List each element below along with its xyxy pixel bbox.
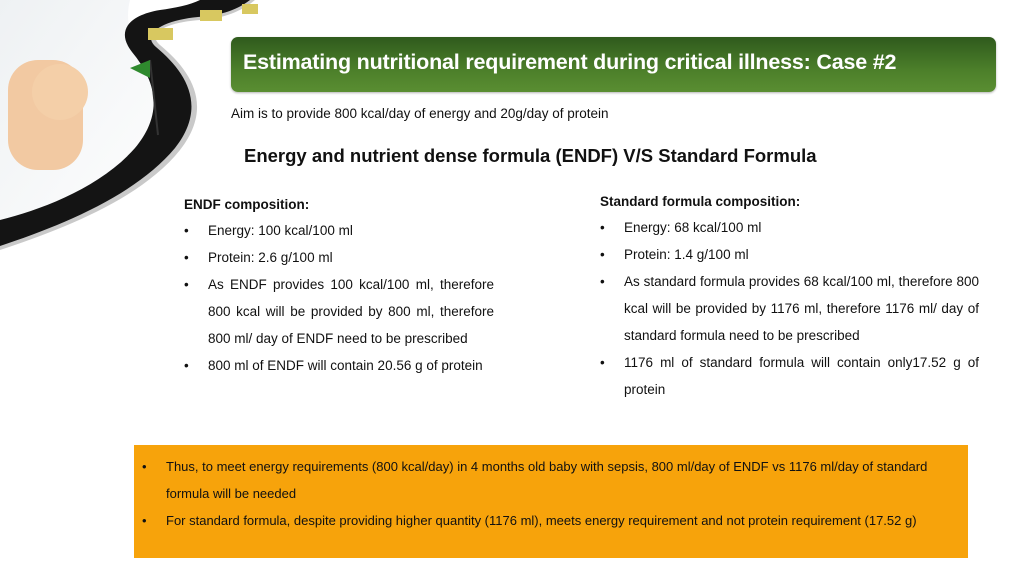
list-item: 1176 ml of standard formula will contain… [600,349,979,403]
list-item: Protein: 1.4 g/100 ml [600,241,979,268]
standard-heading: Standard formula composition: [600,194,801,209]
summary-list: Thus, to meet energy requirements (800 k… [134,445,968,534]
comparison-subtitle: Energy and nutrient dense formula (ENDF)… [244,145,817,166]
list-item: As ENDF provides 100 kcal/100 ml, theref… [184,271,494,352]
summary-box: Thus, to meet energy requirements (800 k… [134,445,968,558]
list-item: Energy: 100 kcal/100 ml [184,217,494,244]
list-item: Thus, to meet energy requirements (800 k… [142,453,958,507]
title-banner: Estimating nutritional requirement durin… [231,37,996,92]
endf-composition-section: ENDF composition: Energy: 100 kcal/100 m… [184,192,494,379]
list-item: Protein: 2.6 g/100 ml [184,244,494,271]
list-item: As standard formula provides 68 kcal/100… [600,268,979,349]
endf-heading: ENDF composition: [184,197,310,212]
standard-list: Energy: 68 kcal/100 ml Protein: 1.4 g/10… [600,214,979,403]
standard-composition-section: Standard formula composition: Energy: 68… [600,189,979,403]
list-item: For standard formula, despite providing … [142,507,958,534]
list-item: 800 ml of ENDF will contain 20.56 g of p… [184,352,494,379]
aim-statement: Aim is to provide 800 kcal/day of energy… [231,106,609,121]
road-illustration-icon [0,0,258,250]
hero-image-baby-road [0,0,300,250]
endf-list: Energy: 100 kcal/100 ml Protein: 2.6 g/1… [184,217,494,379]
slide-title: Estimating nutritional requirement durin… [243,50,897,74]
list-item: Energy: 68 kcal/100 ml [600,214,979,241]
